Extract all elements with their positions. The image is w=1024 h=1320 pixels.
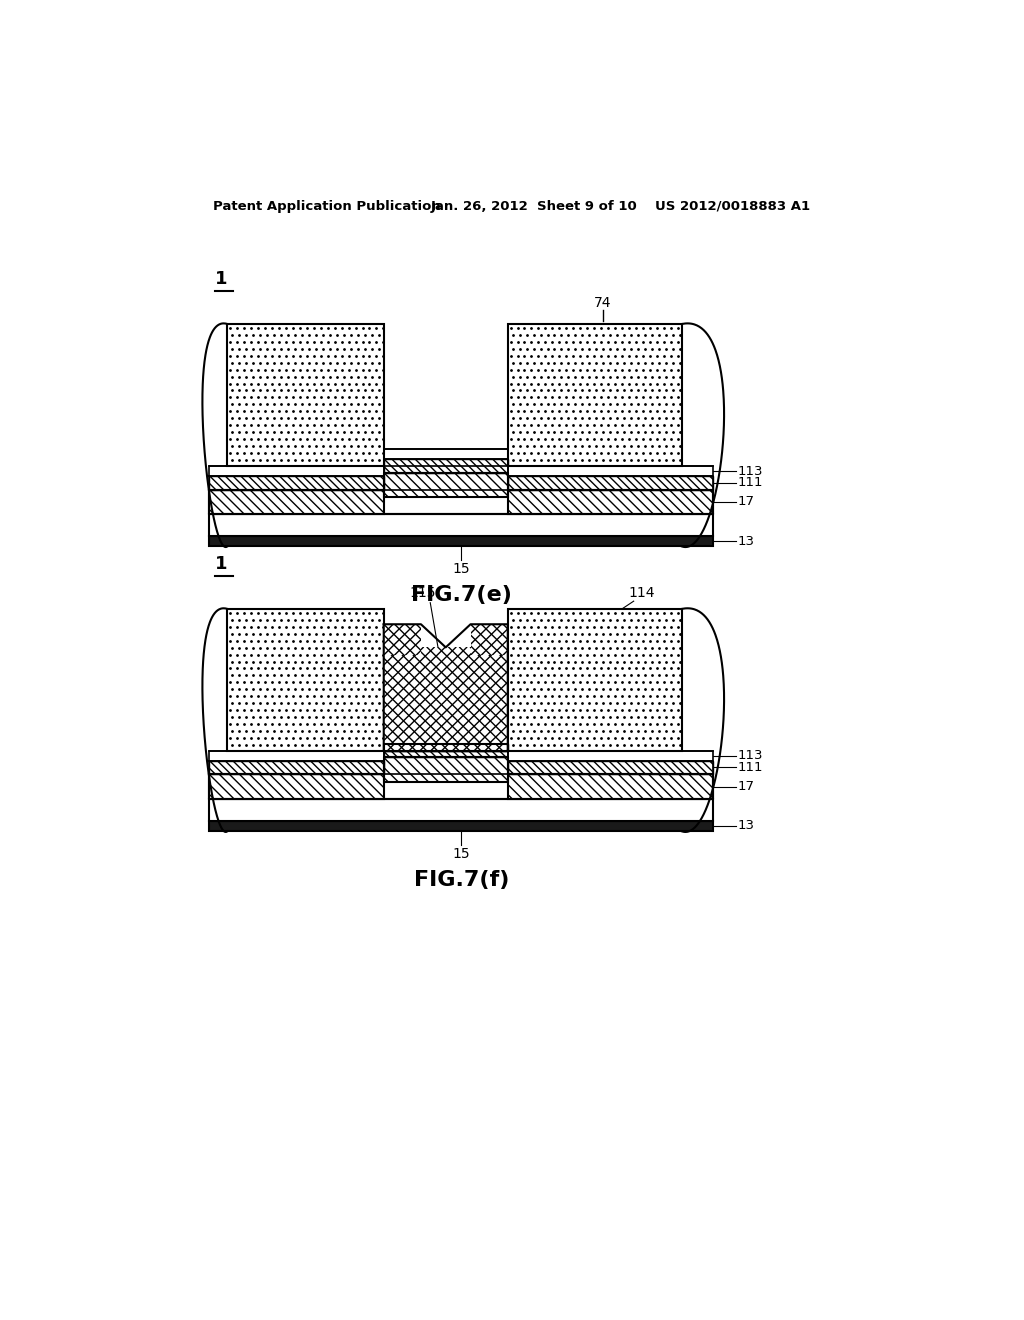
Bar bbox=[227, 323, 384, 466]
Text: 17: 17 bbox=[738, 780, 755, 793]
Bar bbox=[209, 515, 713, 536]
Bar bbox=[384, 449, 508, 459]
Bar bbox=[508, 475, 713, 490]
Bar bbox=[209, 775, 384, 799]
Text: 13: 13 bbox=[738, 535, 755, 548]
Bar bbox=[384, 758, 508, 781]
Bar bbox=[209, 490, 384, 513]
Bar bbox=[508, 760, 713, 775]
Bar bbox=[227, 609, 384, 751]
Text: 111: 111 bbox=[738, 477, 764, 490]
Text: US 2012/0018883 A1: US 2012/0018883 A1 bbox=[655, 199, 810, 213]
Bar bbox=[384, 734, 508, 743]
Text: 1: 1 bbox=[215, 554, 227, 573]
Text: 17: 17 bbox=[738, 495, 755, 508]
Bar bbox=[209, 799, 713, 821]
Bar bbox=[508, 751, 713, 760]
Text: 111: 111 bbox=[738, 760, 764, 774]
Text: 113: 113 bbox=[738, 750, 764, 763]
Bar bbox=[209, 760, 384, 775]
Text: 1: 1 bbox=[215, 269, 227, 288]
Bar bbox=[471, 624, 508, 655]
Text: FIG.7(f): FIG.7(f) bbox=[414, 870, 509, 890]
Bar bbox=[384, 758, 508, 781]
Bar bbox=[508, 760, 713, 775]
Bar bbox=[209, 475, 384, 490]
Bar bbox=[508, 775, 713, 799]
Bar bbox=[508, 490, 713, 513]
Bar bbox=[209, 751, 384, 760]
Bar bbox=[384, 743, 508, 751]
Text: 15: 15 bbox=[453, 847, 470, 861]
Bar bbox=[384, 743, 508, 758]
Bar bbox=[384, 624, 421, 655]
Bar bbox=[227, 609, 384, 751]
Bar bbox=[508, 490, 713, 513]
Bar bbox=[209, 475, 384, 490]
Bar bbox=[508, 323, 682, 466]
Bar bbox=[384, 743, 508, 758]
Text: 113: 113 bbox=[738, 465, 764, 478]
Bar bbox=[209, 490, 384, 513]
Text: 13: 13 bbox=[738, 820, 755, 833]
Bar bbox=[384, 743, 508, 751]
Bar bbox=[209, 760, 384, 775]
Bar bbox=[209, 536, 713, 546]
Bar bbox=[384, 473, 508, 498]
Text: 115: 115 bbox=[410, 586, 436, 599]
Bar bbox=[209, 775, 384, 799]
Bar bbox=[209, 466, 384, 475]
Bar bbox=[508, 475, 713, 490]
Bar bbox=[508, 609, 682, 751]
Bar bbox=[384, 459, 508, 473]
Bar bbox=[508, 323, 682, 466]
Bar bbox=[227, 323, 384, 466]
Bar bbox=[508, 609, 682, 751]
Bar bbox=[384, 647, 508, 751]
Bar bbox=[384, 473, 508, 498]
Text: 114: 114 bbox=[628, 586, 654, 599]
Bar bbox=[508, 775, 713, 799]
Text: FIG.7(e): FIG.7(e) bbox=[411, 585, 512, 605]
Bar bbox=[508, 466, 713, 475]
Text: 74: 74 bbox=[594, 296, 611, 310]
Bar bbox=[209, 821, 713, 832]
Text: Jan. 26, 2012  Sheet 9 of 10: Jan. 26, 2012 Sheet 9 of 10 bbox=[430, 199, 637, 213]
Bar bbox=[384, 459, 508, 473]
Text: Patent Application Publication: Patent Application Publication bbox=[213, 199, 441, 213]
Text: 15: 15 bbox=[453, 562, 470, 576]
